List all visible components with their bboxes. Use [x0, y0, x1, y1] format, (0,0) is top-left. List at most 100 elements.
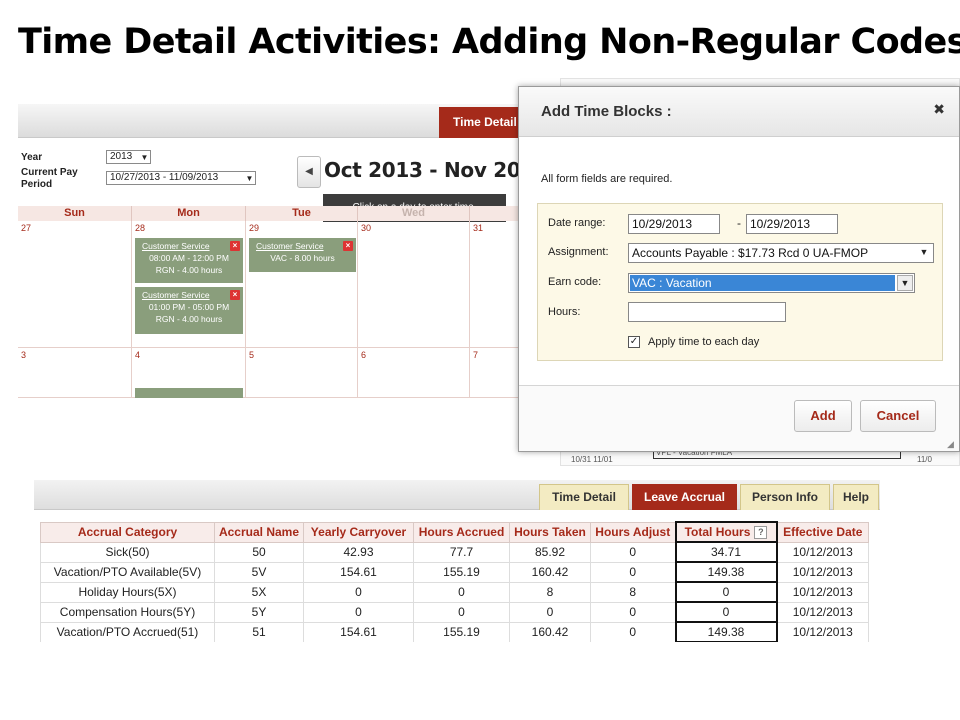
tab-time-detail[interactable]: Time Detail: [439, 107, 520, 138]
table-row: Vacation/PTO Accrued(51) 51 154.61 155.1…: [40, 621, 869, 642]
tab-leave-accrual[interactable]: Leave Accrual: [632, 484, 737, 510]
background-dates: 10/31 11/01: [571, 455, 613, 464]
time-block[interactable]: Customer Service VAC - 8.00 hours ×: [249, 238, 356, 272]
background-dates-right: 11/0: [917, 455, 932, 464]
date-from-input[interactable]: 10/29/2013: [628, 214, 720, 234]
day-number: 27: [21, 223, 32, 233]
column-header[interactable]: Hours Accrued: [413, 521, 510, 543]
tab-help[interactable]: Help: [833, 484, 879, 510]
table-cell: 154.61: [303, 561, 414, 583]
table-header-row: Accrual Category Accrual Name Yearly Car…: [40, 521, 869, 543]
prev-period-button[interactable]: ◀: [297, 156, 321, 188]
date-separator: -: [737, 216, 741, 230]
year-value: 2013: [110, 151, 133, 162]
time-block-link[interactable]: Customer Service: [142, 241, 210, 251]
column-header[interactable]: Hours Adjust: [590, 521, 676, 543]
add-button[interactable]: Add: [794, 400, 852, 432]
table-cell: 10/12/2013: [776, 621, 869, 642]
table-cell: 0: [413, 581, 510, 603]
table-row: Sick(50) 50 42.93 77.7 85.92 0 34.71 10/…: [40, 541, 869, 563]
column-header-total[interactable]: Total Hours?: [674, 521, 778, 543]
table-cell: Compensation Hours(5Y): [40, 601, 215, 623]
date-to-value: 10/29/2013: [750, 217, 811, 231]
day-cell[interactable]: 5: [246, 348, 358, 398]
calendar-screenshot: Time Detail Year 2013 ▼ Current Pay Peri…: [18, 104, 520, 398]
table-cell: 0: [413, 601, 510, 623]
calendar-grid: Sun Mon Tue Wed 27 28 29 30 31 3 4 5 6 7…: [18, 206, 520, 398]
delete-block-icon[interactable]: ×: [230, 290, 240, 300]
table-cell: Holiday Hours(5X): [40, 581, 215, 603]
time-block[interactable]: Customer Service 08:00 AM - 12:00 PM RGN…: [135, 238, 243, 283]
resize-handle-icon[interactable]: ◢: [947, 439, 954, 449]
column-header[interactable]: Accrual Category: [40, 521, 215, 543]
calendar-range-title: Oct 2013 - Nov 201: [324, 158, 520, 182]
table-cell: 154.61: [303, 621, 414, 642]
leave-accrual-screenshot: Time Detail Leave Accrual Person Info He…: [34, 480, 880, 642]
dialog-header: Add Time Blocks : ✖: [519, 87, 959, 137]
column-header[interactable]: Yearly Carryover: [303, 521, 414, 543]
day-cell[interactable]: 7: [470, 348, 520, 398]
date-from-value: 10/29/2013: [632, 217, 693, 231]
delete-block-icon[interactable]: ×: [230, 241, 240, 251]
earn-code-select[interactable]: VAC : Vacation ▼: [628, 273, 915, 293]
dow-sun: Sun: [18, 206, 132, 221]
day-cell[interactable]: 27: [18, 221, 132, 348]
chevron-down-icon: ▼: [140, 153, 149, 162]
apply-each-day-checkbox[interactable]: ✓: [628, 336, 640, 348]
table-cell: 0: [303, 581, 414, 603]
table-cell: 5V: [214, 561, 304, 583]
day-cell[interactable]: 28: [132, 221, 246, 348]
day-number: 4: [135, 350, 141, 360]
table-cell: 77.7: [413, 541, 510, 563]
dow-thu: [470, 206, 520, 221]
accrual-table: Accrual Category Accrual Name Yearly Car…: [40, 521, 869, 642]
year-label: Year: [21, 152, 43, 163]
table-cell: 160.42: [509, 621, 591, 642]
table-cell: Sick(50): [40, 541, 215, 563]
date-to-input[interactable]: 10/29/2013: [746, 214, 838, 234]
time-block-link[interactable]: Customer Service: [256, 241, 324, 251]
year-select[interactable]: 2013 ▼: [106, 150, 151, 164]
day-cell[interactable]: 30: [358, 221, 470, 348]
time-block-link[interactable]: Customer Service: [142, 290, 210, 300]
required-note: All form fields are required.: [541, 173, 673, 185]
table-cell: 5X: [214, 581, 304, 603]
table-cell: 160.42: [509, 561, 591, 583]
table-cell: 0: [590, 541, 676, 563]
column-header[interactable]: Accrual Name: [214, 521, 304, 543]
time-block-line: 01:00 PM - 05:00 PM: [148, 302, 230, 312]
table-cell: 10/12/2013: [776, 581, 869, 603]
day-cell[interactable]: 3: [18, 348, 132, 398]
table-cell: 10/12/2013: [776, 561, 869, 583]
table-cell: 51: [214, 621, 304, 642]
tab-person-info[interactable]: Person Info: [740, 484, 830, 510]
hours-input[interactable]: [628, 302, 786, 322]
column-header[interactable]: Hours Taken: [509, 521, 591, 543]
pay-period-select[interactable]: 10/27/2013 - 11/09/2013 ▼: [106, 171, 256, 185]
dow-wed: Wed: [358, 206, 470, 221]
time-block[interactable]: Customer Service 01:00 PM - 05:00 PM RGN…: [135, 287, 243, 334]
calendar-top-bar: [18, 104, 520, 138]
table-cell: Vacation/PTO Available(5V): [40, 561, 215, 583]
pay-period-value: 10/27/2013 - 11/09/2013: [110, 172, 219, 183]
delete-block-icon[interactable]: ×: [343, 241, 353, 251]
help-icon[interactable]: ?: [754, 526, 768, 540]
total-hours-cell: 0: [674, 601, 778, 623]
assignment-select[interactable]: Accounts Payable : $17.73 Rcd 0 UA-FMOP …: [628, 243, 934, 263]
day-cell[interactable]: 29: [246, 221, 358, 348]
cancel-button[interactable]: Cancel: [860, 400, 936, 432]
column-header[interactable]: Effective Date: [776, 521, 869, 543]
pay-period-label: Current Pay: [21, 167, 78, 178]
table-cell: 0: [590, 561, 676, 583]
table-cell: 8: [509, 581, 591, 603]
total-hours-cell: 149.38: [674, 621, 778, 642]
time-block-line: 08:00 AM - 12:00 PM: [149, 253, 229, 263]
time-block-spacer: [135, 388, 243, 398]
earn-code-label: Earn code:: [548, 276, 602, 288]
close-icon[interactable]: ✖: [933, 101, 945, 117]
total-hours-cell: 34.71: [674, 541, 778, 563]
tab-time-detail[interactable]: Time Detail: [539, 484, 629, 510]
day-cell[interactable]: 6: [358, 348, 470, 398]
day-number: 7: [473, 350, 479, 360]
day-cell[interactable]: 31: [470, 221, 520, 348]
